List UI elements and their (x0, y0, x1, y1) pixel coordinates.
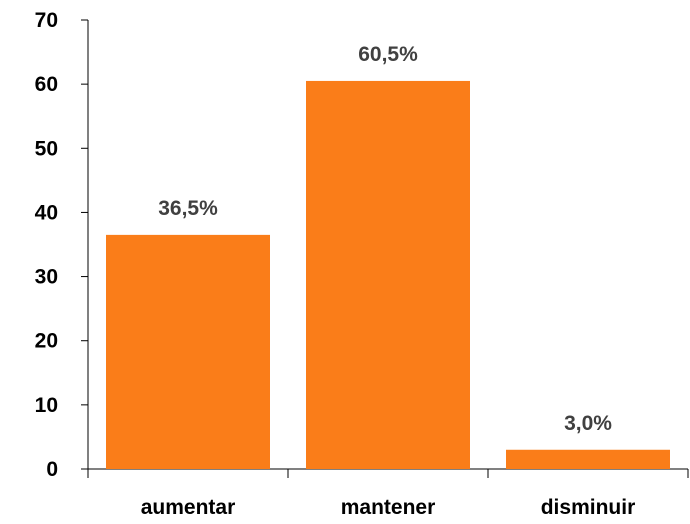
y-tick-label: 50 (35, 137, 58, 160)
chart-axes: 0 10 20 30 40 50 60 70 (35, 9, 689, 481)
bar-disminuir (506, 449, 670, 469)
y-tick-label: 10 (35, 394, 58, 417)
x-category-label: mantener (341, 496, 436, 519)
y-tick-label: 60 (35, 73, 58, 96)
chart-labels: 36,5% aumentar 60,5% mantener 3,0% disminuir (141, 43, 636, 519)
data-label: 60,5% (358, 43, 418, 66)
y-tick-label: 30 (35, 266, 58, 289)
y-tick-label: 40 (35, 201, 58, 224)
y-tick-label: 0 (46, 458, 58, 481)
chart-bars (106, 80, 670, 469)
data-label: 36,5% (158, 197, 218, 220)
y-tick-label: 70 (35, 9, 58, 32)
x-category-label: aumentar (141, 496, 236, 519)
x-category-label: disminuir (541, 496, 636, 519)
bar-mantener (306, 80, 470, 469)
data-label: 3,0% (564, 412, 612, 435)
y-tick-label: 20 (35, 330, 58, 353)
bar-aumentar (106, 234, 270, 469)
